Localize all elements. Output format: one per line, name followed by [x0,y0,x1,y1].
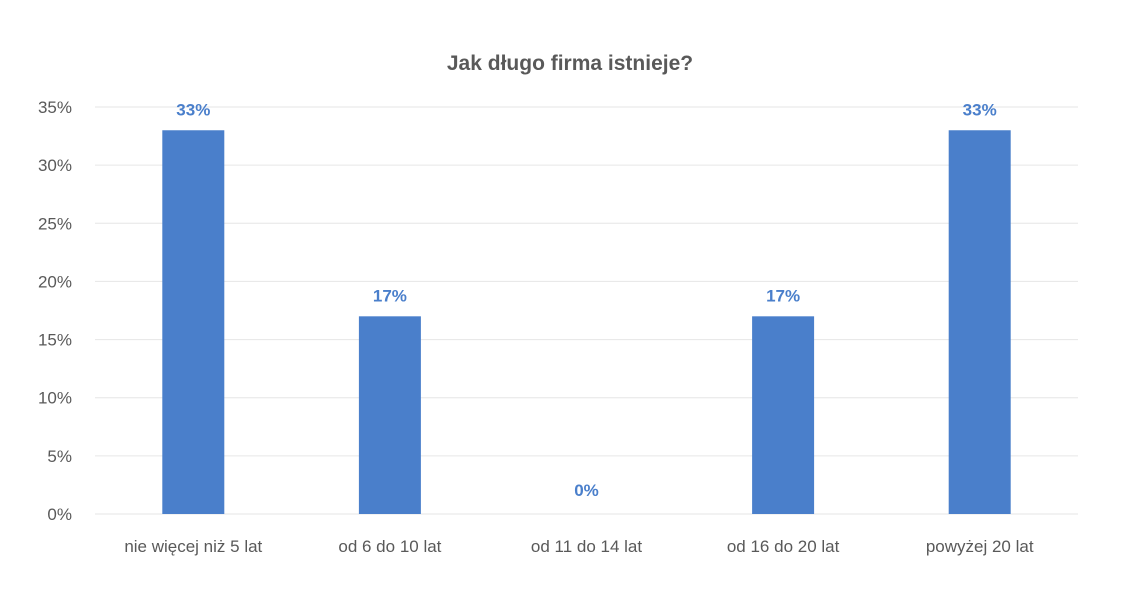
data-label: 17% [766,286,800,305]
category-label: od 6 do 10 lat [338,537,441,556]
bars [162,130,1011,514]
data-label: 17% [373,286,407,305]
data-label: 0% [574,481,599,500]
data-label: 33% [963,100,997,119]
category-label: powyżej 20 lat [926,537,1034,556]
bar [752,316,815,514]
y-tick-label: 35% [38,98,72,117]
gridlines [95,106,1078,515]
category-label: od 11 do 14 lat [531,537,642,556]
chart-title: Jak długo firma istnieje? [447,52,693,75]
y-tick-label: 25% [38,214,72,233]
y-tick-label: 0% [47,505,72,524]
y-tick-label: 30% [38,156,72,175]
x-axis-categories: nie więcej niż 5 lat od 6 do 10 lat od 11 … [124,537,1034,556]
category-label: nie więcej niż 5 lat [124,537,262,556]
y-tick-label: 15% [38,331,72,350]
y-tick-label: 10% [38,389,72,408]
data-labels: 33% 17% 0% 17% 33% [176,100,996,500]
category-label: od 16 do 20 lat [727,537,840,556]
y-axis-ticks: 0% 5% 10% 15% 20% 25% 30% 35% [38,98,72,524]
bar [358,316,421,514]
data-label: 33% [176,100,210,119]
y-tick-label: 20% [38,272,72,291]
y-tick-label: 5% [47,447,72,466]
bar [948,130,1011,514]
bar [162,130,225,514]
